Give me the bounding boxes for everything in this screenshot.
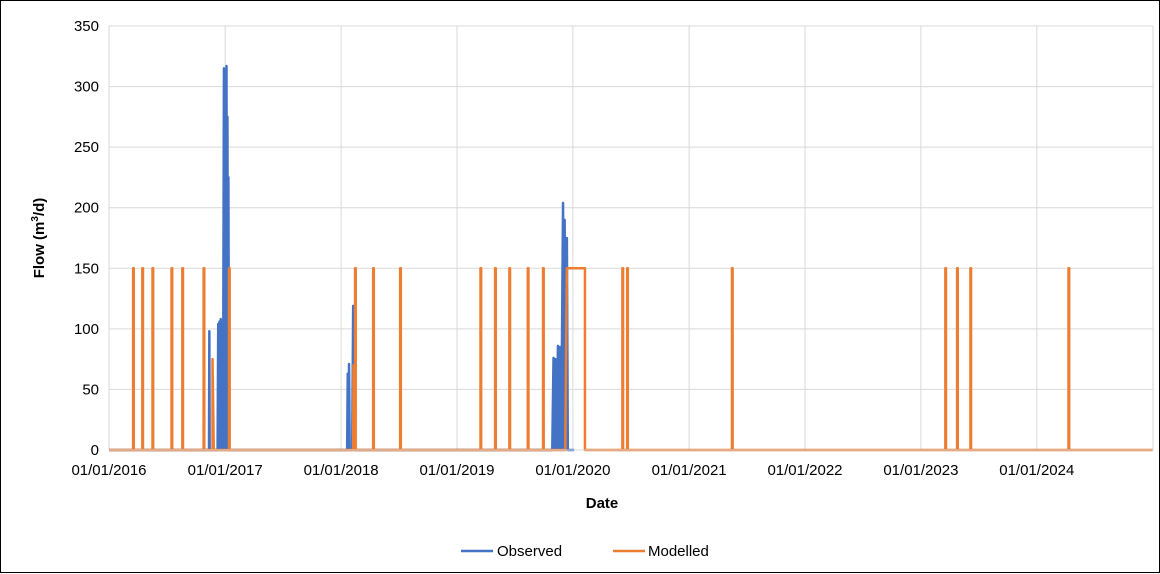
x-tick-label: 01/01/2018 (304, 462, 379, 479)
legend-item-observed: Observed (461, 543, 562, 560)
x-tick-label: 01/01/2023 (883, 462, 958, 479)
x-tick-label: 01/01/2016 (71, 462, 146, 479)
y-tick-label: 200 (74, 200, 99, 217)
x-tick-label: 01/01/2022 (767, 462, 842, 479)
legend-label-observed: Observed (497, 543, 562, 560)
data-series (109, 64, 1153, 452)
y-tick-label: 250 (74, 139, 99, 156)
y-axis-title-post: /d) (31, 198, 48, 216)
grid-lines (108, 25, 1154, 450)
y-tick-label: 50 (82, 381, 99, 398)
x-tick-label: 01/01/2019 (419, 462, 494, 479)
y-tick-label: 300 (74, 79, 99, 96)
legend-item-modelled: Modelled (613, 543, 709, 560)
y-tick-label: 150 (74, 260, 99, 277)
y-axis-title-pre: Flow (m (31, 222, 48, 279)
x-tick-label: 01/01/2017 (188, 462, 263, 479)
x-tick-label: 01/01/2020 (535, 462, 610, 479)
y-tick-label: 0 (91, 442, 99, 459)
chart-legend: Observed Modelled (461, 543, 709, 560)
y-tick-label: 350 (74, 18, 99, 35)
x-tick-label: 01/01/2021 (652, 462, 727, 479)
y-tick-label: 100 (74, 321, 99, 338)
x-axis-title: Date (586, 495, 619, 512)
y-axis-title: Flow (m3/d) (30, 198, 48, 279)
series-line-modelled (109, 267, 1153, 452)
tick-labels: 0 50 100 150 200 250 300 350 01/01/2016 01/01/201… (71, 18, 1074, 479)
y-axis-title-sup: 3 (30, 216, 41, 222)
legend-label-modelled: Modelled (648, 543, 709, 560)
x-tick-label: 01/01/2024 (999, 462, 1074, 479)
